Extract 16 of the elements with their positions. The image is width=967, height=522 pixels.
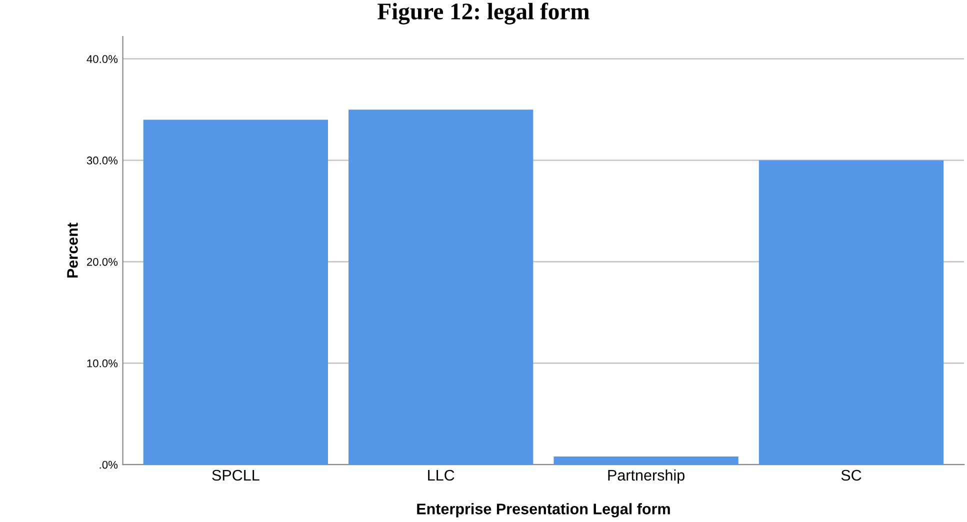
x-tick-label: SC — [841, 470, 862, 481]
y-tick-label: .0% — [100, 460, 118, 469]
bar — [554, 456, 738, 465]
x-tick-label: Partnership — [608, 469, 684, 484]
x-tick-label: LLC — [428, 470, 454, 481]
y-tick-label: 10.0% — [87, 359, 118, 368]
bar — [758, 160, 944, 465]
chart-title: Figure 12: legal form — [378, 2, 590, 24]
bar — [348, 110, 534, 465]
bar — [143, 120, 328, 465]
y-tick-label: 30.0% — [86, 156, 118, 164]
x-axis-title: Enterprise Presentation Legal form — [417, 503, 670, 518]
x-tick-label: SPCLL — [212, 470, 260, 481]
y-tick-label: 20.0% — [87, 258, 118, 266]
y-axis-title: Percent — [67, 222, 78, 278]
y-tick-label: 40.0% — [86, 55, 118, 63]
